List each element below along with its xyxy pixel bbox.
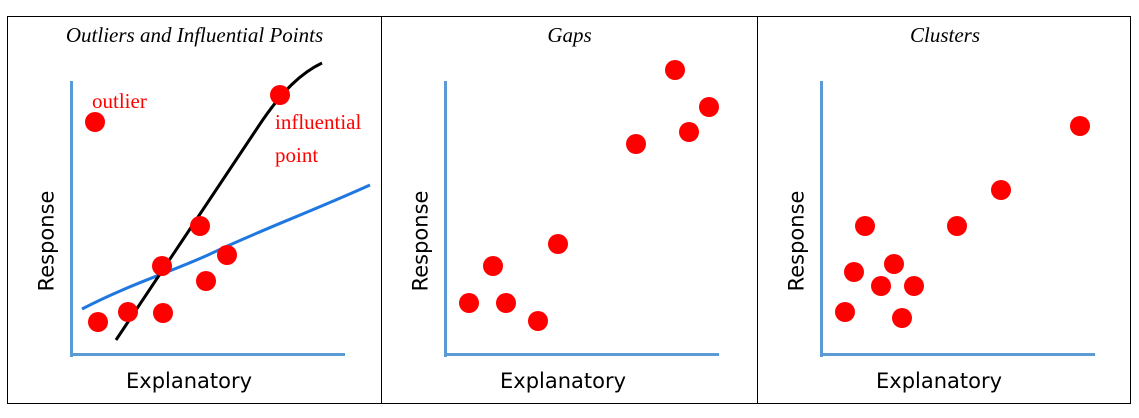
fit-lines <box>81 61 371 341</box>
data-point <box>699 97 719 117</box>
data-point <box>892 308 912 328</box>
x-axis-label: Explanatory <box>876 369 1003 393</box>
panel-title-gaps: Gaps <box>547 23 592 47</box>
panel-title-clusters: Clusters <box>909 23 980 47</box>
y-axis <box>820 81 823 357</box>
y-axis <box>444 81 447 357</box>
data-point <box>190 216 210 236</box>
panel-clusters: Clusters Response Explanatory <box>758 17 1132 403</box>
data-point <box>835 302 855 322</box>
data-point <box>548 234 568 254</box>
data-point <box>459 293 479 313</box>
data-point <box>679 122 699 142</box>
data-point <box>217 245 237 265</box>
figure-table: Outliers and Influential Points Response… <box>7 16 1131 404</box>
x-axis-label: Explanatory <box>126 369 253 393</box>
influential-label-line1: influential <box>275 110 362 134</box>
data-point <box>270 85 290 105</box>
x-axis <box>444 353 719 356</box>
data-point <box>118 302 138 322</box>
data-point <box>626 134 646 154</box>
blue-fit-line <box>81 183 371 311</box>
x-axis-label: Explanatory <box>500 369 627 393</box>
panel-outliers: Outliers and Influential Points Response… <box>8 17 382 403</box>
data-point <box>904 276 924 296</box>
data-point <box>665 60 685 80</box>
y-axis-label: Response <box>784 190 809 292</box>
data-point <box>1070 116 1090 136</box>
black-fit-line <box>114 61 323 341</box>
x-axis <box>70 353 345 356</box>
data-point <box>528 311 548 331</box>
outlier-label: outlier <box>92 89 147 113</box>
data-point <box>153 303 173 323</box>
data-point <box>947 216 967 236</box>
data-point <box>196 271 216 291</box>
x-axis <box>820 353 1095 356</box>
y-axis <box>70 81 73 357</box>
data-point <box>991 180 1011 200</box>
data-point <box>483 256 503 276</box>
y-axis-label: Response <box>408 190 433 292</box>
data-point <box>152 256 172 276</box>
panel-title-outliers: Outliers and Influential Points <box>65 23 324 47</box>
data-point <box>85 112 105 132</box>
panel-gaps: Gaps Response Explanatory <box>382 17 758 403</box>
data-point <box>871 276 891 296</box>
data-point <box>884 254 904 274</box>
data-point <box>88 312 108 332</box>
data-point <box>855 216 875 236</box>
data-point <box>844 262 864 282</box>
influential-label-line2: point <box>275 143 319 167</box>
data-point <box>496 293 516 313</box>
